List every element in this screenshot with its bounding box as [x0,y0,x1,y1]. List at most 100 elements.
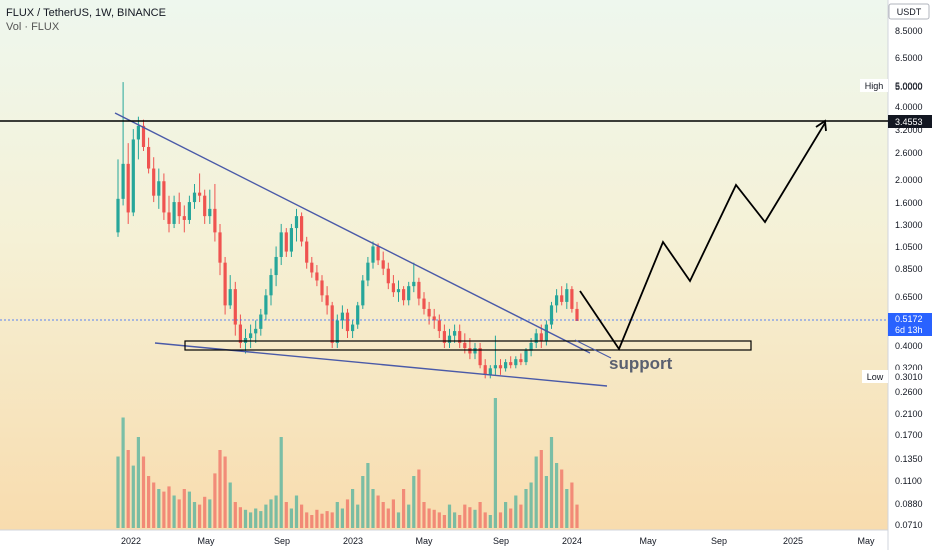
price-tick-label: 0.2600 [895,387,923,397]
candle-body [463,342,467,349]
candle-body [121,163,125,199]
volume-bar [371,489,375,528]
volume-bar [208,499,212,528]
candle-body [177,202,181,217]
volume-bar [147,476,151,528]
candle-body [458,331,462,343]
volume-bar [136,437,140,528]
price-tick-label: 0.1700 [895,430,923,440]
time-axis-panel[interactable] [0,530,888,550]
volume-bar [249,512,253,528]
price-tick-label: 0.3200 [895,363,923,373]
volume-bar [254,508,258,528]
volume-bar [325,511,329,528]
time-axis-label: Sep [711,536,727,546]
volume-bar [366,463,370,528]
candle-body [315,272,319,281]
volume-bar [463,504,467,528]
volume-bar [483,512,487,528]
candle-body [442,331,446,343]
volume-bar [162,491,166,528]
price-tick-label: 2.0000 [895,175,923,185]
volume-bar [172,495,176,528]
candle-body [264,295,268,315]
price-tick-label: 1.3000 [895,220,923,230]
candle-body [417,281,421,299]
high-label: High [865,81,884,91]
volume-bar [187,491,191,528]
high-label-tag [860,79,888,92]
low-label: Low [867,372,884,382]
volume-bar [534,456,538,528]
candle-body [402,289,406,301]
volume-bar [330,512,334,528]
high-value: 5.0000 [895,81,923,91]
volume-indicator-title[interactable]: Vol · FLUX [6,21,60,33]
candle-body [294,216,299,229]
volume-bar [407,504,411,528]
projection-arrowhead [815,119,827,132]
volume-bar [412,476,416,528]
candle-body [152,168,156,196]
volume-bars [116,398,579,528]
candle-body [488,368,492,375]
time-axis-label: Sep [493,536,509,546]
volume-bar [289,508,293,528]
candle-body [126,163,130,213]
candle-body [509,362,513,366]
candle-body [310,262,314,273]
candle-body [468,348,472,354]
volume-bar [198,504,202,528]
candle-body [498,365,503,369]
candle-body [249,333,253,339]
volume-bar [560,469,564,528]
candle-body [427,308,431,317]
candle-body [254,328,258,334]
candle-body [544,324,548,341]
price-scale-panel[interactable] [888,0,932,550]
candle-body [432,316,436,321]
price-tick-label: 0.2100 [895,409,923,419]
support-zone-box[interactable] [184,340,752,351]
candle-body [218,232,222,263]
currency-button[interactable] [888,3,930,20]
descending-trendline[interactable] [114,112,591,354]
volume-bar [203,496,207,528]
volume-bar [555,463,559,528]
volume-bar [279,437,283,528]
symbol-title[interactable]: FLUX / TetherUS, 1W, BINANCE [6,7,166,19]
projected-path[interactable] [579,122,826,351]
volume-bar [116,456,120,528]
price-tick-label: 0.1100 [895,476,922,486]
candle-body [524,350,528,363]
candle-body [412,281,416,287]
volume-bar [391,499,395,528]
volume-bar [310,515,314,528]
price-tick-label: 0.4000 [895,341,923,351]
candle-body [305,241,309,263]
volume-bar [243,509,248,528]
candle-body [284,232,288,252]
volume-bar [565,489,569,528]
candle-body [519,359,523,363]
volume-bar [514,495,518,528]
volume-bar [473,509,477,528]
candle-body [116,198,120,233]
volume-bar [223,456,227,528]
volume-bar [529,482,533,528]
bar-countdown: 6d 13h [895,325,923,335]
volume-bar [228,482,232,528]
candle-body [289,228,293,252]
price-tick-label: 0.0880 [895,499,923,509]
candle-body [192,192,197,203]
volume-bar [300,504,304,528]
volume-bar [305,512,309,528]
volume-bar [126,450,130,528]
candle-body [345,312,350,332]
price-tick-label: 6.5000 [895,53,923,63]
volume-bar [437,512,441,528]
volume-bar [519,504,523,528]
candle-body [570,289,574,309]
